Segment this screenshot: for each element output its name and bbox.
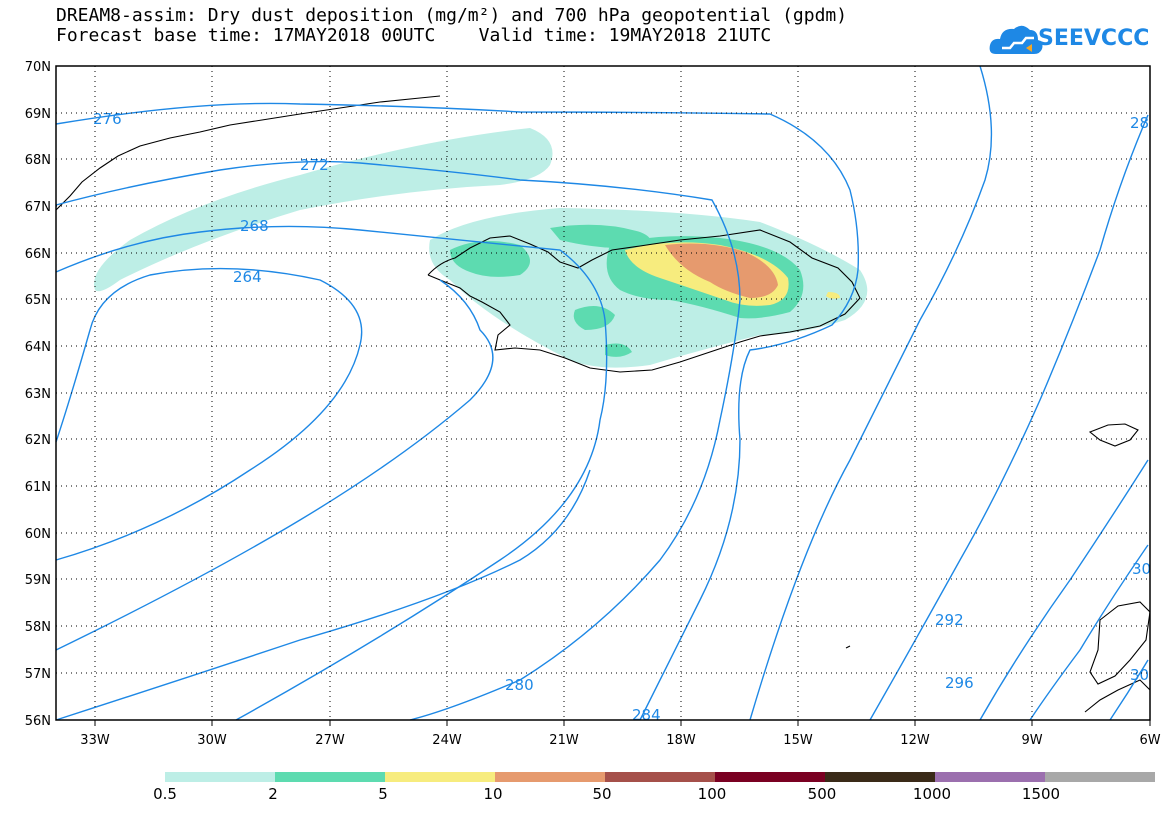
lat-label: 62N [25,433,51,448]
legend-swatch [385,772,495,782]
legend-label: 1500 [1022,785,1060,803]
lon-label: 33W [80,733,110,748]
cloud-icon [989,25,1043,54]
legend-swatch [825,772,935,782]
contour-label: 280 [505,676,534,694]
lon-label: 18W [666,733,696,748]
legend-swatch [715,772,825,782]
contour-label: 296 [945,674,974,692]
legend-label: 50 [592,785,611,803]
lon-label: 30W [197,733,227,748]
contour-label: 272 [300,156,329,174]
contour-label: 30 [1130,666,1149,684]
lat-label: 59N [25,573,51,588]
lat-label: 64N [25,340,51,355]
lon-label: 27W [315,733,345,748]
lat-label: 58N [25,620,51,635]
lon-label: 24W [432,733,462,748]
legend-colorbar: 0.5 2 5 10 50 100 500 1000 1500 [153,772,1155,803]
legend-swatch [1045,772,1155,782]
lat-label: 63N [25,387,51,402]
lat-label: 57N [25,667,51,682]
lat-label: 60N [25,527,51,542]
tick-marks [94,720,1151,726]
legend-swatch [935,772,1045,782]
lat-label: 66N [25,247,51,262]
legend-label: 100 [698,785,727,803]
map-title: DREAM8-assim: Dry dust deposition (mg/m²… [56,5,848,26]
contour-labels: 276 272 268 264 280 284 292 296 28 30 30 [93,110,1151,724]
coastlines [55,95,1151,713]
contour-label: 268 [240,217,269,235]
logo-text: SEEVCCC [1038,26,1150,51]
lat-label: 67N [25,200,51,215]
map-border [55,65,1151,721]
map-subtitle: Forecast base time: 17MAY2018 00UTC Vali… [56,25,772,46]
contour-label: 264 [233,268,262,286]
legend-swatch [165,772,275,782]
legend-label: 500 [808,785,837,803]
legend-swatch [495,772,605,782]
legend-swatch [275,772,385,782]
lon-label: 9W [1021,733,1042,748]
legend-label: 5 [378,785,388,803]
grid-lines [56,66,1150,720]
lat-label: 65N [25,293,51,308]
latitude-labels: 70N 69N 68N 67N 66N 65N 64N 63N 62N 61N … [25,60,51,729]
legend-swatch [605,772,715,782]
map-frame [56,66,1150,720]
contour-label: 30 [1132,560,1151,578]
contour-label: 276 [93,110,122,128]
lon-label: 21W [549,733,579,748]
longitude-labels: 33W 30W 27W 24W 21W 18W 15W 12W 9W 6W [80,733,1160,748]
lon-label: 12W [900,733,930,748]
lat-label: 56N [25,714,51,729]
contour-label: 292 [935,611,964,629]
lat-label: 68N [25,153,51,168]
lon-label: 15W [783,733,813,748]
geopotential-contours [55,65,1149,721]
contour-label: 284 [632,706,661,724]
legend-label: 2 [268,785,278,803]
lon-label: 6W [1139,733,1160,748]
lat-label: 69N [25,107,51,122]
contour-label: 28 [1130,114,1149,132]
legend-label: 0.5 [153,785,177,803]
lat-label: 61N [25,480,51,495]
legend-label: 1000 [913,785,951,803]
lat-label: 70N [25,60,51,75]
legend-label: 10 [483,785,502,803]
